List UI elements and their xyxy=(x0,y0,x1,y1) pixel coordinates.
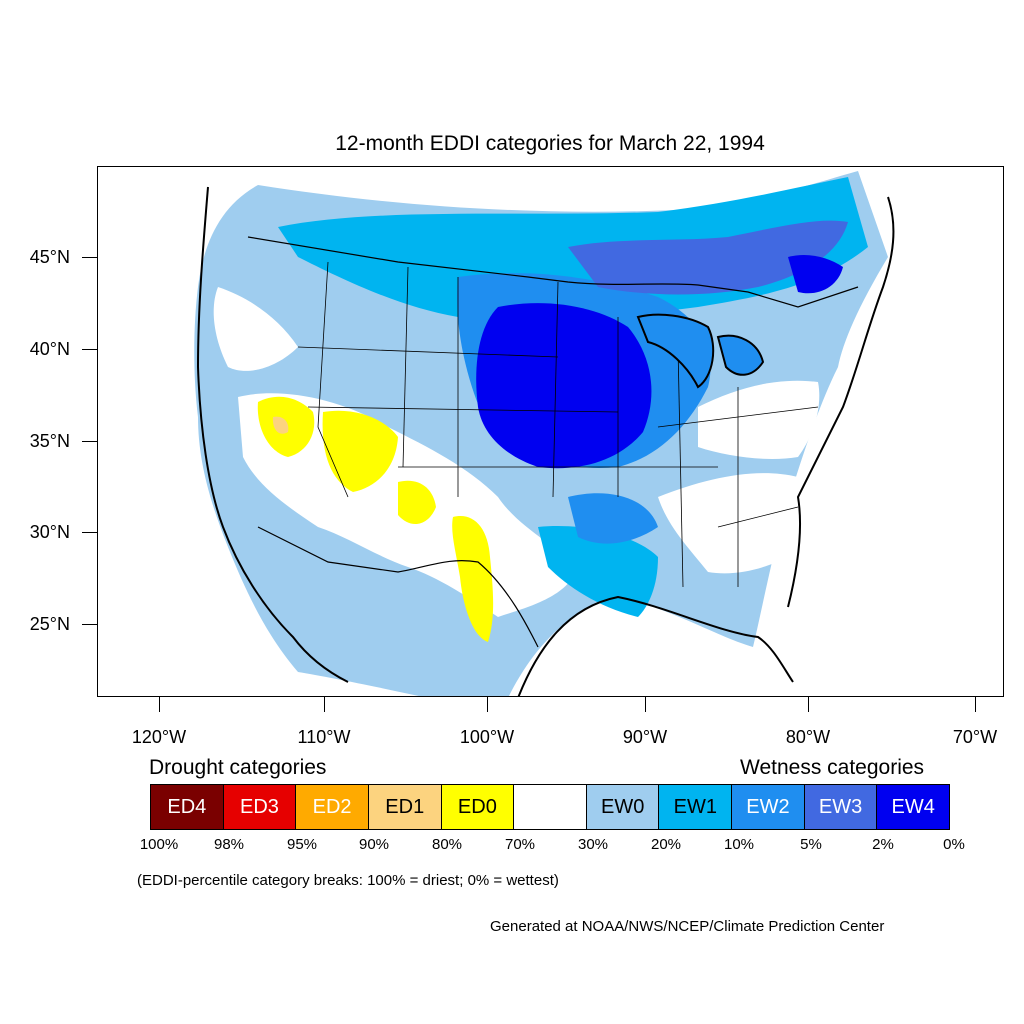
percentile-break-label: 90% xyxy=(358,836,390,853)
longitude-tick xyxy=(645,697,646,712)
legend-cell-ew2: EW2 xyxy=(732,785,805,829)
coastline xyxy=(196,186,895,696)
canada-border xyxy=(247,236,859,308)
legend-cell-normal xyxy=(514,785,587,829)
drought-ed0-new-mexico xyxy=(398,480,436,525)
near-normal-east xyxy=(698,380,820,459)
percentile-break-label: 95% xyxy=(286,836,318,853)
longitude-tick xyxy=(975,697,976,712)
drought-ed1-utah xyxy=(272,416,289,434)
latitude-label: 35°N xyxy=(29,431,70,451)
percentile-break-label: 20% xyxy=(650,836,682,853)
latitude-label: 25°N xyxy=(29,614,70,634)
wetness-ew1-southeast xyxy=(568,493,658,544)
legend-cell-ew0: EW0 xyxy=(586,785,660,829)
longitude-label: 120°W xyxy=(131,727,187,747)
longitude-tick xyxy=(159,697,160,712)
legend-cell-ew4: EW4 xyxy=(877,785,950,829)
longitude-label: 110°W xyxy=(297,727,351,747)
mexico-border xyxy=(257,526,539,648)
legend-cell-ed1: ED1 xyxy=(368,785,442,829)
latitude-tick xyxy=(82,257,97,258)
wetness-ew4-lakes xyxy=(788,255,843,294)
state-boundaries xyxy=(297,261,819,588)
legend-color-bar: ED4 ED3 ED2 ED1 ED0 EW0 EW1 EW2 EW3 EW4 xyxy=(150,784,950,830)
wetness-categories-heading: Wetness categories xyxy=(740,756,925,779)
longitude-label: 80°W xyxy=(785,727,831,747)
eddi-map xyxy=(194,171,895,696)
map-title: 12-month EDDI categories for March 22, 1… xyxy=(335,132,765,155)
legend-cell-ed2: ED2 xyxy=(296,785,369,829)
category-breaks-note: (EDDI-percentile category breaks: 100% =… xyxy=(137,872,559,889)
great-lakes xyxy=(636,313,765,389)
wetness-ew4-midwest xyxy=(476,303,652,469)
legend-cell-ed3: ED3 xyxy=(223,785,297,829)
longitude-label: 90°W xyxy=(622,727,668,747)
legend-cell-ew1: EW1 xyxy=(659,785,733,829)
percentile-break-label: 5% xyxy=(800,836,822,853)
drought-categories-heading: Drought categories xyxy=(149,756,327,779)
drought-ed0-colorado xyxy=(322,410,398,492)
percentile-break-label: 10% xyxy=(723,836,755,853)
credit-line: Generated at NOAA/NWS/NCEP/Climate Predi… xyxy=(490,918,885,935)
legend-cell-ew3: EW3 xyxy=(804,785,878,829)
legend-cell-ed4: ED4 xyxy=(151,785,224,829)
map-frame xyxy=(97,166,1004,697)
near-normal-northwest xyxy=(213,287,298,371)
latitude-tick xyxy=(82,624,97,625)
percentile-break-label: 30% xyxy=(577,836,609,853)
longitude-tick xyxy=(324,697,325,712)
longitude-label: 100°W xyxy=(459,727,515,747)
percentile-break-label: 80% xyxy=(431,836,463,853)
near-normal-southeast xyxy=(658,473,800,574)
wetness-ew1-south xyxy=(538,526,658,617)
latitude-label: 30°N xyxy=(29,522,70,542)
percentile-break-label: 98% xyxy=(213,836,245,853)
percentile-break-label: 0% xyxy=(943,836,965,853)
longitude-label: 70°W xyxy=(952,727,998,747)
latitude-tick xyxy=(82,349,97,350)
percentile-break-label: 2% xyxy=(872,836,894,853)
latitude-label: 45°N xyxy=(29,247,70,267)
longitude-tick xyxy=(487,697,488,712)
latitude-tick xyxy=(82,441,97,442)
wetness-ew3-northeast xyxy=(568,220,848,295)
drought-ed0-texas xyxy=(452,516,494,642)
latitude-tick xyxy=(82,532,97,533)
percentile-break-label: 70% xyxy=(504,836,536,853)
percentile-break-label: 100% xyxy=(139,836,179,853)
longitude-tick xyxy=(808,697,809,712)
latitude-label: 40°N xyxy=(29,339,70,359)
legend-cell-ed0: ED0 xyxy=(441,785,515,829)
